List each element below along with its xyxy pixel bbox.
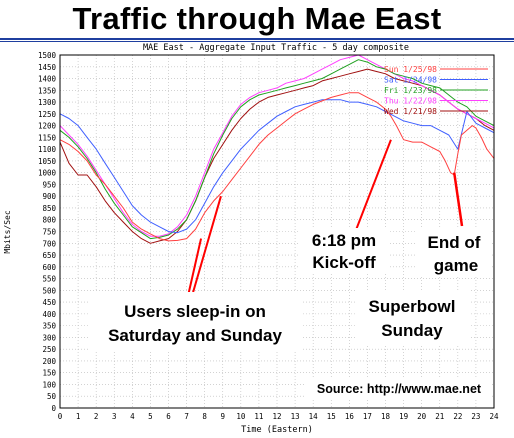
x-tick-label: 7 <box>184 412 189 421</box>
end-of-game-label-box <box>416 229 492 277</box>
y-tick-label: 500 <box>42 286 56 295</box>
y-tick-label: 1300 <box>38 98 57 107</box>
legend-entry: Wed 1/21/98 <box>384 107 437 116</box>
end-of-game-arrow <box>452 172 464 227</box>
y-tick-label: 1200 <box>38 122 57 131</box>
kickoff-label-line1: 6:18 pm <box>312 231 376 250</box>
y-tick-label: 550 <box>42 275 56 284</box>
x-tick-label: 13 <box>291 412 300 421</box>
plot-frame <box>59 54 495 409</box>
sleep-in-label-box <box>88 292 302 350</box>
x-tick-label: 4 <box>130 412 135 421</box>
x-tick-label: 18 <box>381 412 391 421</box>
series-line-3 <box>59 54 495 237</box>
y-tick-label: 1500 <box>38 51 57 60</box>
x-axis-ticks: 0 1 2 3 4 5 6 7 8 9 10 11 12 13 14 15 16 17 18 19 20 21 22 23 24 <box>58 412 499 421</box>
sleep-in-arrow-1 <box>187 238 203 297</box>
x-tick-label: 12 <box>272 412 281 421</box>
annotations: Users sleep-in on Saturday and Sunday 6:… <box>88 139 492 398</box>
y-tick-label: 850 <box>42 204 56 213</box>
y-tick-label: 1050 <box>38 157 57 166</box>
sleep-in-label-line2: Saturday and Sunday <box>108 326 282 345</box>
source-label-box <box>306 378 492 398</box>
source-label: Source: http://www.mae.net <box>317 382 482 396</box>
y-tick-label: 150 <box>42 369 56 378</box>
legend-entry: Sat 1/24/98 <box>384 76 437 85</box>
chart-title: MAE East - Aggregate Input Traffic - 5 d… <box>143 43 409 53</box>
x-tick-label: 6 <box>166 412 171 421</box>
legend-entry: Sun 1/25/98 <box>384 65 437 74</box>
x-tick-label: 19 <box>399 412 408 421</box>
x-tick-label: 2 <box>94 412 99 421</box>
x-tick-label: 14 <box>309 412 319 421</box>
y-tick-label: 1100 <box>38 145 57 154</box>
y-tick-label: 350 <box>42 322 56 331</box>
y-tick-label: 1150 <box>38 133 57 142</box>
page-title: Traffic through Mae East <box>72 1 442 36</box>
sleep-in-arrow-2 <box>191 195 222 297</box>
end-of-game-label-line2: game <box>434 256 478 275</box>
kickoff-label-box <box>300 228 388 274</box>
title-underline <box>0 38 514 40</box>
x-tick-label: 9 <box>220 412 225 421</box>
y-tick-label: 1250 <box>38 110 57 119</box>
y-tick-label: 700 <box>42 239 56 248</box>
y-tick-label: 100 <box>42 380 56 389</box>
title-underline-thin <box>0 41 514 42</box>
y-tick-label: 200 <box>42 357 56 366</box>
series-line-2 <box>59 59 495 240</box>
y-tick-label: 600 <box>42 263 56 272</box>
y-tick-label: 250 <box>42 345 56 354</box>
x-tick-label: 0 <box>58 412 63 421</box>
x-tick-label: 15 <box>327 412 336 421</box>
y-tick-label: 400 <box>42 310 56 319</box>
y-tick-label: 800 <box>42 216 56 225</box>
y-tick-label: 450 <box>42 298 56 307</box>
legend-entry: Fri 1/23/98 <box>384 86 437 95</box>
y-tick-label: 1350 <box>38 86 57 95</box>
x-tick-label: 16 <box>345 412 355 421</box>
y-tick-label: 1400 <box>38 75 57 84</box>
x-axis-label: Time (Eastern) <box>241 425 313 435</box>
x-tick-label: 24 <box>489 412 499 421</box>
y-tick-label: 950 <box>42 180 56 189</box>
kickoff-arrow <box>355 139 392 231</box>
x-tick-label: 23 <box>471 412 480 421</box>
y-axis-ticks: 0 50 100 150 200 250 300 350 400 450 500 550 600 650 7… <box>38 51 57 413</box>
x-tick-label: 3 <box>112 412 117 421</box>
y-tick-label: 1000 <box>38 169 57 178</box>
series-line-1 <box>59 99 495 234</box>
y-tick-label: 750 <box>42 228 56 237</box>
legend-entry: Thu 1/22/98 <box>384 97 437 106</box>
series-line-0 <box>59 92 495 242</box>
superbowl-label-line1: Superbowl <box>369 297 456 316</box>
series-lines <box>59 54 495 244</box>
x-tick-label: 17 <box>363 412 372 421</box>
x-tick-label: 22 <box>453 412 462 421</box>
x-tick-label: 1 <box>76 412 81 421</box>
sleep-in-label-line1: Users sleep-in on <box>124 302 266 321</box>
x-tick-label: 8 <box>202 412 207 421</box>
x-tick-label: 11 <box>254 412 263 421</box>
y-tick-label: 1450 <box>38 63 57 72</box>
end-of-game-label-line1: End of <box>428 233 481 252</box>
x-tick-label: 21 <box>435 412 444 421</box>
superbowl-label-line2: Sunday <box>381 321 443 340</box>
y-tick-label: 300 <box>42 333 56 342</box>
y-tick-label: 50 <box>47 392 57 401</box>
kickoff-label-line2: Kick-off <box>312 253 376 272</box>
x-tick-label: 10 <box>236 412 246 421</box>
y-axis-label: Mbits/Sec <box>3 210 12 254</box>
superbowl-label-box <box>356 290 470 344</box>
y-tick-label: 900 <box>42 192 56 201</box>
y-tick-label: 650 <box>42 251 56 260</box>
x-tick-label: 20 <box>417 412 427 421</box>
y-tick-label: 0 <box>51 404 56 413</box>
x-tick-label: 5 <box>148 412 153 421</box>
